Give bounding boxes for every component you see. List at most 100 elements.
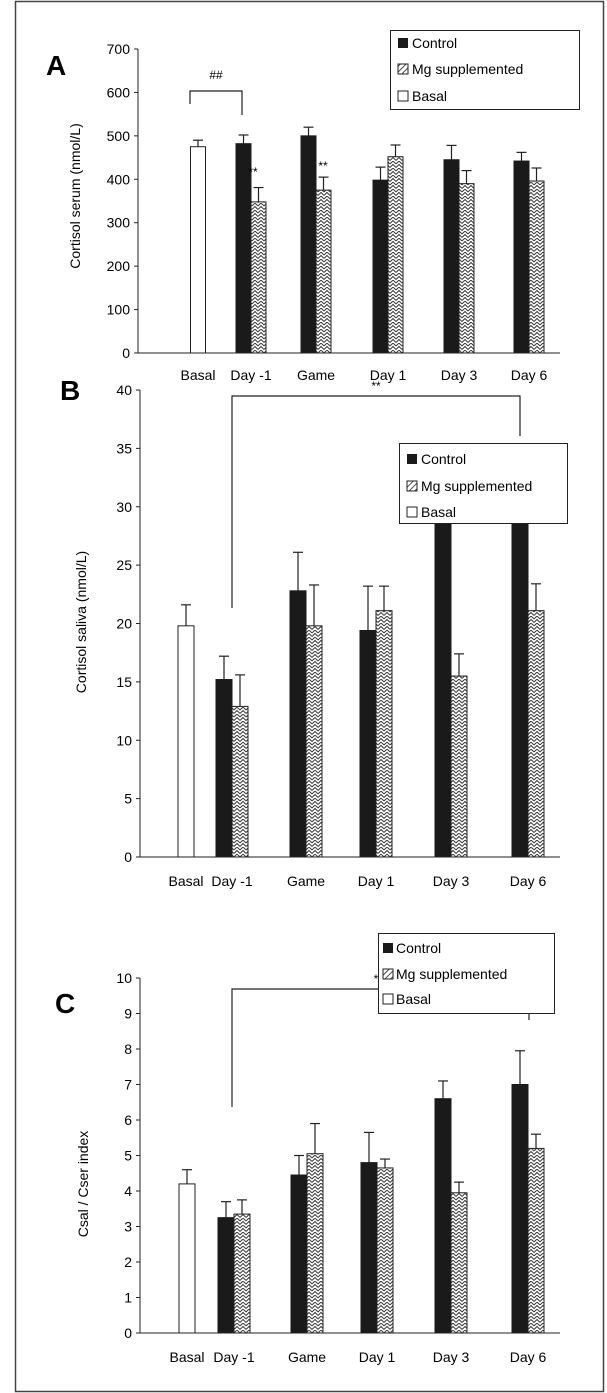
legend: Control Mg supplemented Basal — [390, 30, 580, 110]
legend-label-basal: Basal — [421, 504, 456, 520]
y-tick-label: 10 — [116, 732, 132, 748]
y-tick-label: 30 — [116, 499, 132, 515]
legend-label-mg: Mg supplemented — [412, 61, 523, 77]
bar-solid-4 — [434, 510, 452, 858]
bar-zigzag-5 — [527, 1147, 545, 1334]
y-axis-label: Cortisol serum (nmol/L) — [67, 123, 83, 268]
x-tick-label: Day 1 — [359, 1349, 396, 1365]
y-tick-label: 35 — [116, 440, 132, 456]
y-tick-label: 8 — [124, 1041, 132, 1057]
bar-zigzag-3 — [375, 610, 393, 858]
bar-solid-2 — [290, 1174, 308, 1334]
legend-swatch-control — [383, 943, 393, 953]
bar-solid-2 — [300, 135, 317, 354]
y-tick-label: 500 — [107, 128, 131, 144]
bar-zigzag-2 — [315, 189, 332, 354]
bar-open-0 — [178, 1183, 196, 1334]
y-tick-label: 7 — [124, 1077, 132, 1093]
bar-solid-1 — [215, 679, 233, 858]
y-axis-label: Csal / Cser index — [75, 1131, 91, 1238]
x-tick-label: Day 1 — [370, 367, 407, 383]
x-tick-labels: Basal Day -1 Game Day 1 Day 3 Day 6 — [168, 873, 546, 889]
y-tick-label: 5 — [124, 791, 132, 807]
significance-label: ** — [371, 379, 381, 393]
significance-label: ## — [209, 68, 223, 82]
y-tick-label: 100 — [107, 302, 131, 318]
y-tick-label: 9 — [124, 1006, 132, 1022]
bar-solid-5 — [511, 505, 529, 858]
x-tick-labels: Basal Day -1 Game Day 1 Day 3 Day 6 — [169, 1349, 546, 1365]
y-tick-labels: 0 100 200 300 400 500 600 700 — [107, 41, 138, 361]
y-tick-label: 300 — [107, 215, 131, 231]
bar-solid-4 — [443, 159, 460, 354]
y-tick-label: 600 — [107, 84, 131, 100]
y-tick-labels: 0 5 10 15 20 25 30 35 40 — [116, 382, 140, 865]
bar-zigzag-5 — [527, 610, 545, 858]
y-tick-label: 2 — [124, 1254, 132, 1270]
y-tick-label: 700 — [107, 41, 131, 57]
y-tick-label: 400 — [107, 171, 131, 187]
panel-b: B Cortisol saliva (nmol/L) 0 5 10 15 20 25 30 3… — [60, 375, 568, 889]
x-tick-labels: Basal Day -1 Game Day 1 Day 3 Day 6 — [180, 367, 547, 383]
y-axis-label: Cortisol saliva (nmol/L) — [73, 551, 89, 693]
y-tick-label: 40 — [116, 382, 132, 398]
x-tick-label: Day 3 — [433, 1349, 470, 1365]
legend-swatch-mg — [382, 968, 394, 980]
legend-swatch-basal — [397, 90, 409, 102]
bar-solid-3 — [372, 179, 389, 354]
y-tick-label: 5 — [124, 1148, 132, 1164]
legend-swatch-control — [407, 454, 417, 464]
bar-zigzag-3 — [387, 156, 404, 354]
legend-label-mg: Mg supplemented — [421, 478, 532, 494]
bar-solid-3 — [359, 630, 377, 858]
y-tick-label: 25 — [116, 557, 132, 573]
figure-border — [14, 0, 605, 1393]
x-tick-label: Day -1 — [230, 367, 271, 383]
x-tick-label: Day 6 — [511, 367, 548, 383]
panel-letter: B — [60, 375, 80, 406]
bar-open-0 — [190, 146, 206, 354]
legend-swatch-control — [398, 38, 408, 48]
legend: Control Mg supplemented Basal — [378, 933, 555, 1014]
legend-label-basal: Basal — [396, 991, 431, 1007]
bar-solid-2 — [289, 590, 307, 858]
y-tick-label: 20 — [116, 616, 132, 632]
y-tick-label: 0 — [124, 849, 132, 865]
bar-zigzag-1 — [233, 1213, 251, 1334]
x-tick-label: Basal — [180, 367, 215, 383]
x-tick-label: Day -1 — [211, 873, 252, 889]
plot-marks — [177, 464, 545, 858]
significance-star: ** — [248, 165, 258, 179]
y-tick-label: 15 — [116, 674, 132, 690]
legend-swatch-mg — [397, 63, 409, 75]
y-tick-label: 10 — [116, 970, 132, 986]
x-tick-label: Day 6 — [510, 1349, 547, 1365]
plot-marks — [190, 126, 545, 354]
y-tick-label: 3 — [124, 1219, 132, 1235]
bar-zigzag-2 — [306, 1153, 324, 1334]
significance-label: * — [374, 972, 379, 986]
legend-swatch-mg — [406, 480, 418, 492]
legend-label-control: Control — [396, 940, 441, 956]
bar-zigzag-2 — [305, 625, 323, 858]
x-tick-label: Game — [287, 873, 325, 889]
panel-a: A Cortisol serum (nmol/L) 0 100 200 300 400 5… — [46, 30, 580, 383]
x-tick-label: Day 1 — [358, 873, 395, 889]
x-tick-label: Day 3 — [441, 367, 478, 383]
y-tick-labels: 0 1 2 3 4 5 6 7 8 9 10 — [116, 970, 140, 1341]
bar-open-0 — [177, 625, 195, 858]
x-tick-label: Day -1 — [213, 1349, 254, 1365]
legend-label-basal: Basal — [412, 88, 447, 104]
significance-bracket — [231, 395, 521, 608]
bar-zigzag-3 — [376, 1167, 394, 1334]
x-tick-label: Game — [297, 367, 335, 383]
panel-c: C Csal / Cser index 0 1 2 3 4 5 6 7 8 9 10 Basal Da… — [55, 933, 560, 1365]
y-tick-label: 200 — [107, 258, 131, 274]
bar-zigzag-1 — [250, 201, 267, 354]
significance-bracket — [189, 90, 243, 115]
bar-solid-5 — [511, 1084, 529, 1334]
y-tick-label: 1 — [124, 1290, 132, 1306]
bar-zigzag-4 — [458, 183, 475, 354]
